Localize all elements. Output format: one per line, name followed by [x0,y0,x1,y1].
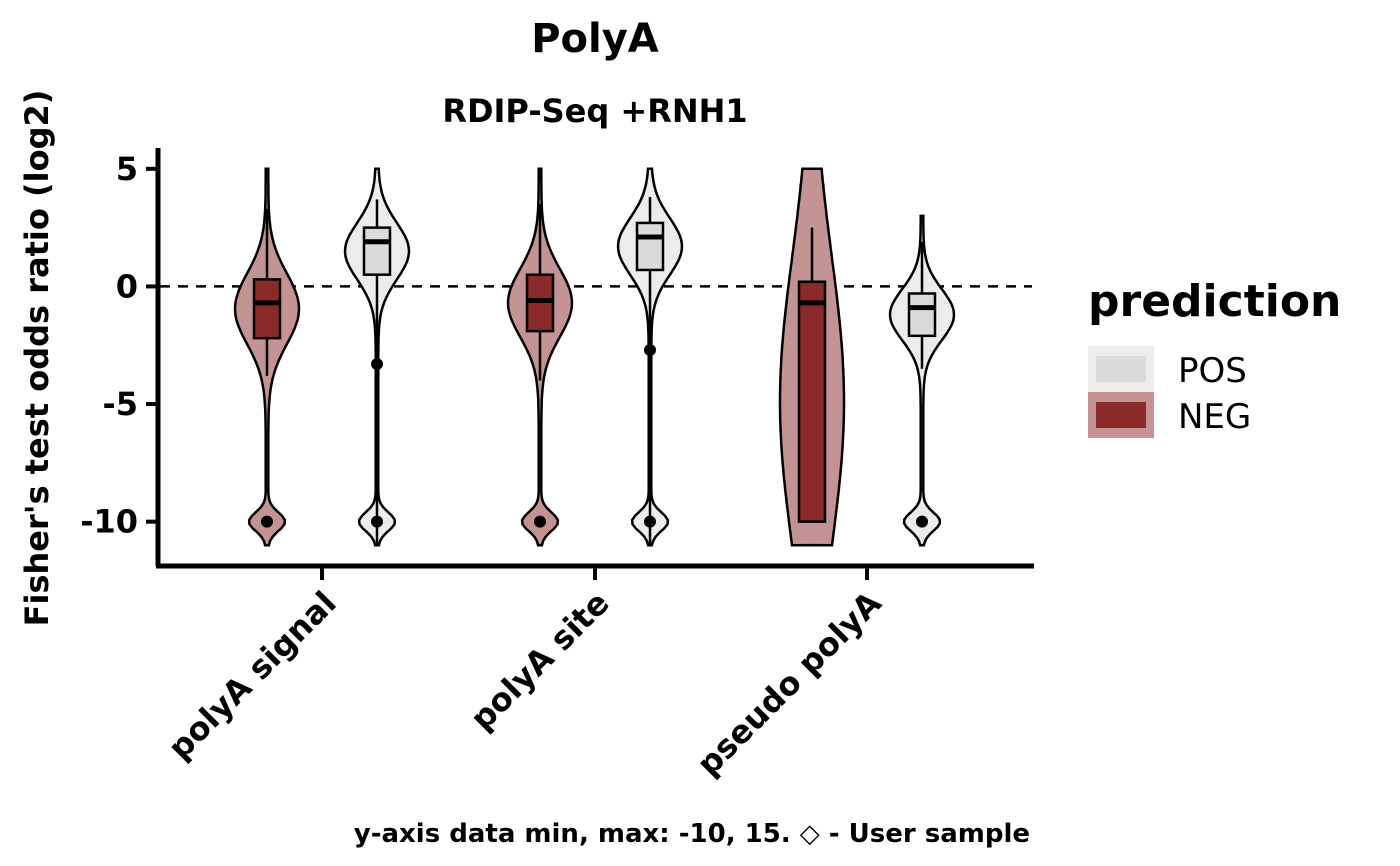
outlier-point-pos-1-0 [644,343,656,356]
y-tick-label: -5 [102,385,138,423]
y-tick-label: 5 [116,150,138,188]
legend-item-neg: NEG [1088,392,1251,438]
legend-label-pos: POS [1178,351,1247,391]
violin-pos-2 [888,214,956,547]
outlier-point-pos-1-1 [644,515,656,528]
x-tick-label: polyA site [463,584,617,738]
outlier-point-pos-2-0 [916,515,928,528]
x-tick-label: polyA signal [161,584,344,767]
legend-swatch-neg-box [1096,402,1146,428]
box-pos-1 [635,221,665,272]
outlier-point-neg-1-0 [534,515,546,528]
box-neg-2 [797,280,827,523]
x-tick-label: pseudo polyA [689,584,889,784]
legend-title: prediction [1088,276,1341,327]
outlier-point-pos-0-1 [371,515,383,528]
box-pos-0 [362,226,392,276]
y-axis-label: Fisher's test odds ratio (log2) [18,90,56,627]
outlier-point-neg-0-0 [261,515,273,528]
legend-swatch-pos-box [1096,356,1146,382]
chart-title: PolyA [531,16,659,62]
box-neg-0 [252,278,282,340]
legend: prediction POS NEG [1088,276,1341,438]
legend-label-neg: NEG [1178,397,1251,437]
chart-caption: y-axis data min, max: -10, 15. ◇ - User … [354,819,1030,849]
axis-ticks: 5 0 -5 -10 polyA signal polyA site pseudo poly… [80,150,889,783]
y-tick-label: 0 [116,267,138,305]
plot-area [160,167,1032,547]
legend-item-pos: POS [1088,346,1247,392]
outlier-point-pos-0-0 [371,358,383,371]
y-tick-label: -10 [80,503,138,541]
box-pos-2 [907,292,937,338]
chart-subtitle: RDIP-Seq +RNH1 [442,92,747,130]
